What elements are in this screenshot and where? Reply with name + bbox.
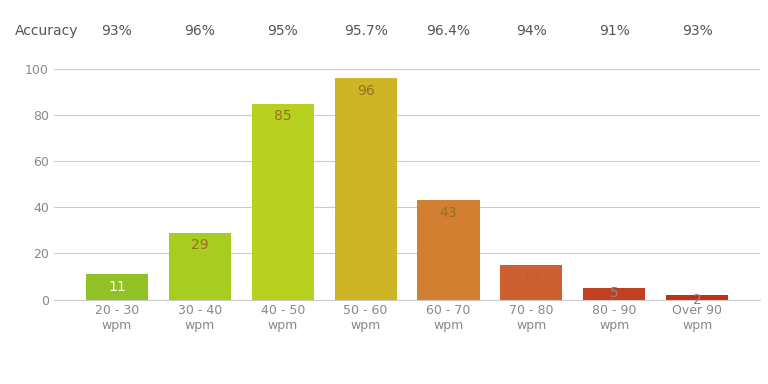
Text: 43: 43 [440, 206, 457, 220]
Bar [500, 265, 562, 300]
Text: 11: 11 [108, 280, 126, 294]
Text: 93%: 93% [682, 24, 713, 38]
Text: 95%: 95% [267, 24, 298, 38]
Bar [335, 78, 397, 300]
Text: 96: 96 [356, 84, 375, 98]
Bar [252, 104, 314, 300]
Text: 5: 5 [610, 286, 618, 300]
Bar [666, 295, 728, 300]
Text: Accuracy: Accuracy [15, 24, 79, 38]
Text: 91%: 91% [599, 24, 630, 38]
Text: 96%: 96% [184, 24, 215, 38]
Bar [417, 200, 479, 300]
Text: 15: 15 [522, 271, 540, 285]
Text: 85: 85 [274, 109, 292, 123]
Bar [169, 233, 231, 300]
Bar [86, 274, 148, 300]
Bar [583, 288, 645, 300]
Text: 95.7%: 95.7% [343, 24, 388, 38]
Text: 2: 2 [693, 293, 701, 306]
Text: 96.4%: 96.4% [426, 24, 471, 38]
Text: 93%: 93% [101, 24, 132, 38]
Text: 94%: 94% [516, 24, 547, 38]
Text: 29: 29 [191, 238, 209, 252]
